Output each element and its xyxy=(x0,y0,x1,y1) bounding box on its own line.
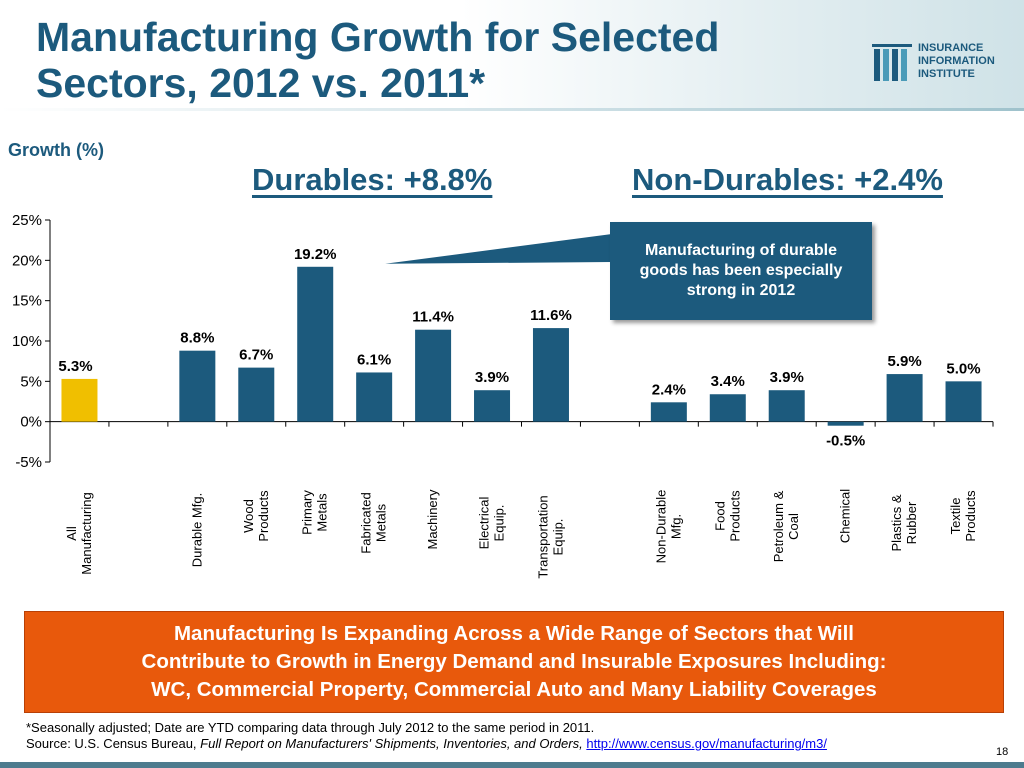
footnote: *Seasonally adjusted; Date are YTD compa… xyxy=(26,720,827,752)
y-tick-label: 25% xyxy=(12,212,42,229)
data-label-5: 6.1% xyxy=(357,351,391,368)
category-label-15: TextileProducts xyxy=(948,490,978,542)
bar-15 xyxy=(945,381,982,422)
data-label-14: 5.9% xyxy=(887,353,921,370)
bar-10 xyxy=(650,402,687,422)
bar-5 xyxy=(356,372,393,422)
slide-header xyxy=(0,0,1024,110)
data-label-11: 3.4% xyxy=(711,373,745,390)
callout-text: Manufacturing of durable goods has been … xyxy=(639,242,843,299)
source-prefix: Source: U.S. Census Bureau, xyxy=(26,736,201,751)
logo-text-line-2: INFORMATION xyxy=(918,55,995,67)
bar-2 xyxy=(179,350,216,422)
y-tick-label: 15% xyxy=(12,293,42,310)
callout-box: Manufacturing of durable goods has been … xyxy=(610,222,872,320)
data-label-13: -0.5% xyxy=(826,433,865,450)
source-title: Full Report on Manufacturers' Shipments,… xyxy=(200,736,583,751)
category-label-5: FabricatedMetals xyxy=(359,492,389,553)
callout-pointer xyxy=(385,234,612,264)
category-label-14: Plastics &Rubber xyxy=(889,494,919,551)
footnote-note: *Seasonally adjusted; Date are YTD compa… xyxy=(26,720,595,735)
data-label-10: 2.4% xyxy=(652,381,686,398)
y-axis-title: Growth (%) xyxy=(8,140,104,160)
y-tick-label: 20% xyxy=(12,252,42,269)
data-label-6: 11.4% xyxy=(412,309,454,326)
y-tick-label: 5% xyxy=(20,373,42,390)
iii-logo: INSURANCE INFORMATION INSTITUTE xyxy=(870,40,1010,84)
bar-12 xyxy=(768,390,805,422)
bar-7 xyxy=(474,390,511,422)
category-label-7: ElectricalEquip. xyxy=(477,497,507,550)
banner-line-3: WC, Commercial Property, Commercial Auto… xyxy=(151,678,877,701)
category-label-0: AllManufacturing xyxy=(64,492,94,574)
category-label-13: Chemical xyxy=(838,489,853,543)
header-divider xyxy=(0,108,1024,111)
banner-line-1: Manufacturing Is Expanding Across a Wide… xyxy=(173,622,855,645)
iii-logo-icon xyxy=(872,44,912,81)
data-label-2: 8.8% xyxy=(180,330,214,347)
bar-11 xyxy=(709,394,746,422)
banner-line-2: Contribute to Growth in Energy Demand an… xyxy=(141,650,887,673)
bar-13 xyxy=(827,421,864,426)
slide-title-line-1: Manufacturing Growth for Selected xyxy=(36,14,720,60)
page-number: 18 xyxy=(996,746,1009,758)
category-label-10: Non-DurableMfg. xyxy=(653,490,683,564)
bar-14 xyxy=(886,374,923,422)
y-tick-label: -5% xyxy=(15,454,42,471)
footnote-source: Source: U.S. Census Bureau, Full Report … xyxy=(26,736,827,752)
non-durables-header: Non-Durables: +2.4% xyxy=(632,162,943,197)
data-label-3: 6.7% xyxy=(239,347,273,364)
durables-header: Durables: +8.8% xyxy=(252,162,493,197)
conclusion-banner: Manufacturing Is Expanding Across a Wide… xyxy=(24,611,1004,713)
data-label-7: 3.9% xyxy=(475,369,509,386)
source-link[interactable]: http://www.census.gov/manufacturing/m3/ xyxy=(586,736,827,751)
logo-text-line-3: INSTITUTE xyxy=(918,68,975,80)
bar-4 xyxy=(297,266,334,422)
data-label-4: 19.2% xyxy=(294,246,337,263)
category-label-3: WoodProducts xyxy=(241,490,271,542)
logo-text-line-1: INSURANCE xyxy=(918,42,984,54)
y-tick-label: 0% xyxy=(20,414,42,431)
footer-bar xyxy=(0,762,1024,768)
bar-6 xyxy=(415,329,452,422)
y-tick-label: 10% xyxy=(12,333,42,350)
category-label-6: Machinery xyxy=(425,489,440,549)
category-label-2: Durable Mfg. xyxy=(189,493,204,567)
data-label-15: 5.0% xyxy=(946,360,980,377)
bar-8 xyxy=(532,328,569,422)
data-label-0: 5.3% xyxy=(58,358,92,375)
growth-bar-chart: -5% 0% 5% 10% 15% 20% 25% 5.3% AllManufacturing 8… xyxy=(12,212,994,579)
bar-0 xyxy=(61,378,98,422)
category-label-8: TransportationEquip. xyxy=(535,495,565,578)
slide-title-line-2: Sectors, 2012 vs. 2011* xyxy=(36,60,486,106)
category-label-4: PrimaryMetals xyxy=(300,490,330,535)
category-label-12: Petroleum &Coal xyxy=(771,490,801,562)
data-label-12: 3.9% xyxy=(770,369,804,386)
category-label-11: FoodProducts xyxy=(712,490,742,542)
data-label-8: 11.6% xyxy=(530,307,572,324)
bar-3 xyxy=(238,367,275,422)
